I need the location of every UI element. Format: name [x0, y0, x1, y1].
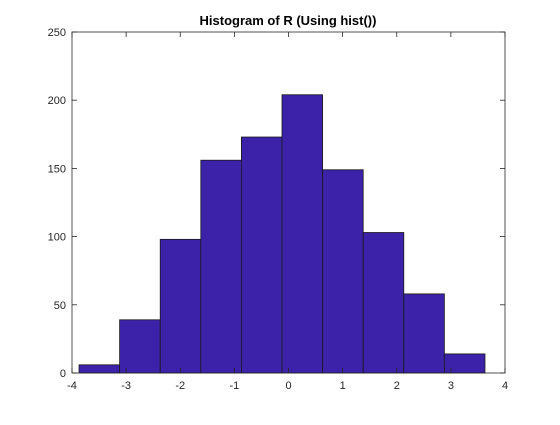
y-tick-label: 150	[48, 163, 66, 175]
bars-layer	[78, 94, 486, 374]
histogram-bar	[200, 159, 242, 374]
histogram-bar	[281, 94, 323, 374]
histogram-bar	[443, 353, 486, 374]
histogram-bar	[403, 293, 445, 374]
histogram-bar	[159, 238, 202, 374]
x-tick-label: 3	[448, 380, 454, 392]
y-tick-label: 0	[60, 368, 66, 380]
y-tick-label: 100	[48, 232, 66, 244]
x-tick-label: 4	[502, 380, 508, 392]
histogram-bar	[78, 364, 121, 374]
y-tick-label: 50	[54, 300, 66, 312]
x-tick-label: 2	[394, 380, 400, 392]
y-tick-label: 200	[48, 95, 66, 107]
histogram-bar	[362, 232, 405, 374]
x-tick-label: 1	[340, 380, 346, 392]
x-tick-label: -4	[67, 380, 77, 392]
axes-layer: -4 -3 -2 -1 0 1 2 3 4 0 50 100 150 200 250	[48, 27, 508, 392]
y-tick-label: 250	[48, 27, 66, 39]
x-tick-label: -2	[175, 380, 185, 392]
histogram-bar	[119, 319, 161, 374]
histogram-bar	[322, 169, 364, 374]
x-tick-label: -3	[121, 380, 131, 392]
chart-title: Histogram of R (Using hist())	[200, 13, 377, 28]
x-tick-label: -1	[229, 380, 239, 392]
x-tick-label: 0	[285, 380, 291, 392]
histogram-bar	[241, 136, 283, 374]
